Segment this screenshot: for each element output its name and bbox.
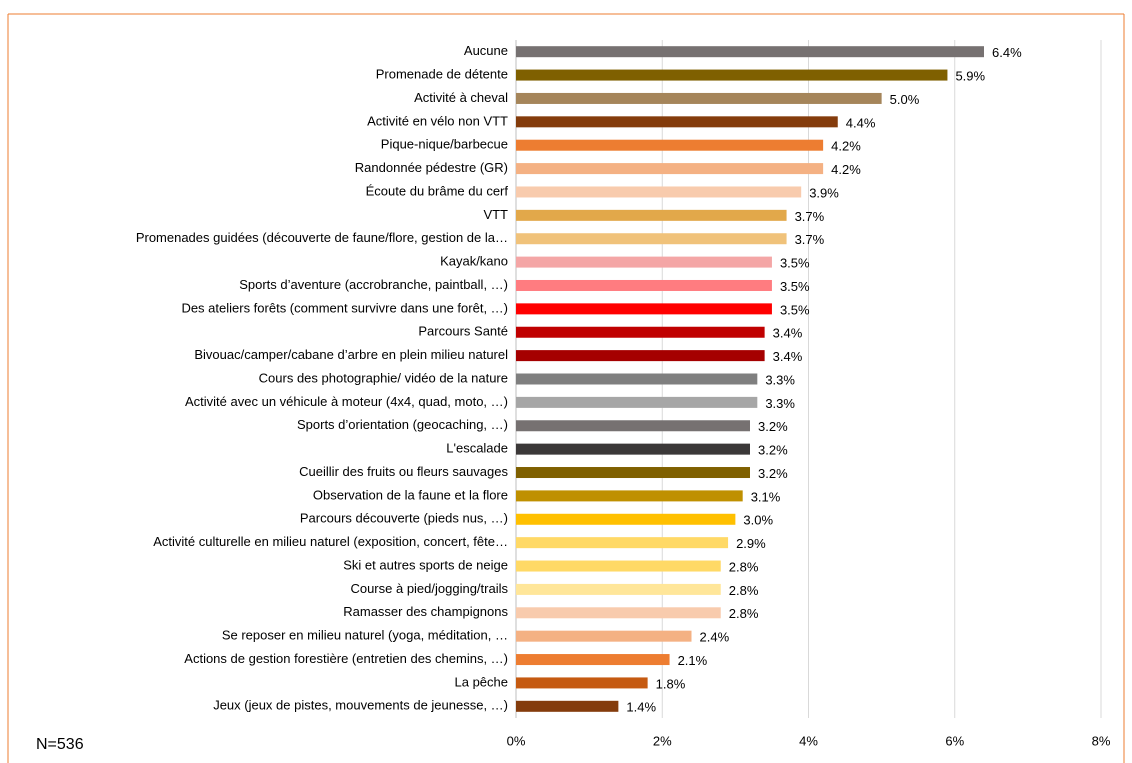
y-tick-label: Activité en vélo non VTT	[367, 113, 508, 128]
y-tick-label: Actions de gestion forestière (entretien…	[184, 651, 508, 666]
y-tick-label: Se reposer en milieu naturel (yoga, médi…	[222, 628, 508, 643]
x-tick-label: 2%	[653, 733, 672, 748]
y-tick-label: Activité culturelle en milieu naturel (e…	[153, 534, 508, 549]
value-label: 5.0%	[890, 92, 920, 107]
bar	[516, 443, 750, 455]
value-label: 2.8%	[729, 559, 759, 574]
bar	[516, 630, 692, 642]
x-tick-label: 6%	[945, 733, 964, 748]
y-tick-label: Ramasser des champignons	[343, 604, 508, 619]
bar	[516, 654, 670, 666]
value-label: 3.5%	[780, 279, 810, 294]
bar	[516, 396, 758, 408]
value-label: 2.8%	[729, 583, 759, 598]
y-tick-label: Ski et autres sports de neige	[343, 557, 508, 572]
x-tick-label: 8%	[1092, 733, 1111, 748]
bar	[516, 700, 619, 712]
value-label: 2.1%	[678, 653, 708, 668]
y-tick-label: Des ateliers forêts (comment survivre da…	[181, 300, 508, 315]
bar	[516, 303, 772, 315]
y-tick-label: Course à pied/jogging/trails	[350, 581, 508, 596]
value-label: 3.2%	[758, 466, 788, 481]
value-label: 3.9%	[809, 185, 839, 200]
value-label: 3.7%	[795, 232, 825, 247]
value-label: 3.5%	[780, 302, 810, 317]
bar	[516, 92, 882, 104]
bar	[516, 116, 838, 128]
y-tick-label: Observation de la faune et la flore	[313, 487, 508, 502]
y-tick-label: VTT	[483, 207, 508, 222]
y-tick-label: Kayak/kano	[440, 254, 508, 269]
bar	[516, 373, 758, 385]
bar	[516, 256, 772, 268]
bar	[516, 677, 648, 689]
y-tick-label: Activité avec un véhicule à moteur (4x4,…	[185, 394, 508, 409]
value-label: 3.3%	[765, 372, 795, 387]
bar	[516, 560, 721, 572]
bar	[516, 420, 750, 432]
bar	[516, 513, 736, 525]
bar	[516, 233, 787, 245]
y-tick-label: Promenades guidées (découverte de faune/…	[136, 230, 508, 245]
bar	[516, 350, 765, 362]
bar	[516, 607, 721, 619]
value-label: 1.8%	[656, 676, 686, 691]
y-tick-label: Cours des photographie/ vidéo de la natu…	[259, 370, 508, 385]
value-label: 3.0%	[743, 513, 773, 528]
bar	[516, 279, 772, 291]
y-tick-label: Aucune	[464, 43, 508, 58]
y-tick-label: Parcours Santé	[418, 324, 508, 339]
bar	[516, 139, 824, 151]
x-tick-label: 4%	[799, 733, 818, 748]
value-label: 3.2%	[758, 419, 788, 434]
bar	[516, 209, 787, 221]
value-label: 3.7%	[795, 209, 825, 224]
y-tick-label: Activité à cheval	[414, 90, 508, 105]
annotation: N=536	[36, 736, 84, 753]
bar	[516, 163, 824, 175]
value-label: 3.4%	[773, 326, 803, 341]
value-label: 5.9%	[955, 69, 985, 84]
bar	[516, 490, 743, 502]
y-tick-label: Sports d’orientation (geocaching, …)	[297, 417, 508, 432]
value-label: 4.4%	[846, 115, 876, 130]
bar	[516, 69, 948, 81]
value-label: 2.4%	[700, 630, 730, 645]
x-tick-label: 0%	[507, 733, 526, 748]
y-tick-label: Cueillir des fruits ou fleurs sauvages	[299, 464, 508, 479]
value-label: 3.3%	[765, 396, 795, 411]
value-label: 3.1%	[751, 489, 781, 504]
value-label: 6.4%	[992, 45, 1022, 60]
y-tick-label: Sports d’aventure (accrobranche, paintba…	[239, 277, 508, 292]
y-tick-label: Écoute du brâme du cerf	[366, 183, 509, 198]
y-tick-label: Promenade de détente	[376, 67, 508, 82]
bar	[516, 537, 729, 549]
y-tick-label: La pêche	[455, 674, 509, 689]
value-label: 1.4%	[626, 700, 656, 715]
value-label: 4.2%	[831, 139, 861, 154]
bar	[516, 583, 721, 595]
value-label: 3.2%	[758, 443, 788, 458]
bar	[516, 326, 765, 338]
y-tick-label: Parcours découverte (pieds nus, …)	[300, 511, 508, 526]
value-label: 2.8%	[729, 606, 759, 621]
y-tick-label: Pique-nique/barbecue	[381, 137, 508, 152]
bar	[516, 186, 802, 198]
value-label: 3.5%	[780, 256, 810, 271]
y-tick-label: Randonnée pédestre (GR)	[355, 160, 508, 175]
y-tick-label: Bivouac/camper/cabane d’arbre en plein m…	[194, 347, 508, 362]
y-tick-label: Jeux (jeux de pistes, mouvements de jeun…	[213, 698, 508, 713]
bar	[516, 467, 750, 479]
value-label: 2.9%	[736, 536, 766, 551]
bar	[516, 46, 984, 58]
value-label: 4.2%	[831, 162, 861, 177]
y-tick-label: L'escalade	[446, 441, 508, 456]
value-label: 3.4%	[773, 349, 803, 364]
